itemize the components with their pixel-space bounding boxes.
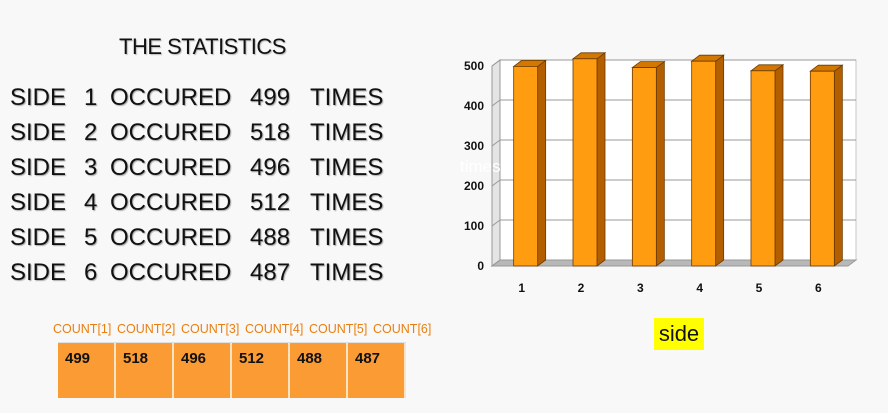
count-cell: 518 bbox=[116, 343, 174, 398]
bar-side bbox=[655, 60, 665, 267]
grid-line bbox=[491, 99, 501, 107]
bar bbox=[809, 70, 835, 267]
times-word: TIMES bbox=[310, 259, 384, 286]
y-tick-label: 0 bbox=[477, 259, 484, 273]
x-tick-label: 3 bbox=[637, 281, 644, 295]
count-header: COUNT[5] bbox=[309, 322, 368, 336]
occurrence-count: 512 bbox=[250, 189, 291, 216]
occurrence-count: 487 bbox=[250, 259, 291, 286]
count-header: COUNT[1] bbox=[53, 322, 112, 336]
y-tick-label: 300 bbox=[464, 139, 484, 153]
y-tick-label: 500 bbox=[464, 59, 484, 73]
occured-word: OCCURED bbox=[110, 119, 232, 146]
occurrence-count: 499 bbox=[250, 84, 291, 111]
side-word: SIDE bbox=[10, 154, 67, 181]
count-header: COUNT[4] bbox=[245, 322, 304, 336]
y-axis-label: times bbox=[460, 157, 501, 176]
grid-line bbox=[491, 259, 501, 267]
x-axis-label: side bbox=[654, 318, 704, 350]
x-tick-label: 5 bbox=[756, 281, 763, 295]
bar-side bbox=[833, 64, 843, 267]
bar-side bbox=[537, 59, 547, 267]
y-tick-label: 200 bbox=[464, 179, 484, 193]
side-word: SIDE bbox=[10, 119, 67, 146]
bar bbox=[750, 70, 776, 267]
side-word: SIDE bbox=[10, 224, 67, 251]
count-header: COUNT[6] bbox=[373, 322, 432, 336]
x-tick-label: 6 bbox=[815, 281, 822, 295]
side-number: 6 bbox=[84, 259, 98, 286]
bar-chart: 0 100 200 300 400 500 1 2 3 4 5 6 times bbox=[460, 52, 858, 295]
occured-word: OCCURED bbox=[110, 189, 232, 216]
count-header: COUNT[3] bbox=[181, 322, 240, 336]
bar bbox=[572, 58, 598, 267]
occurrence-count: 488 bbox=[250, 224, 291, 251]
count-cell: 499 bbox=[58, 343, 116, 398]
side-number: 5 bbox=[84, 224, 98, 251]
count-cell: 512 bbox=[232, 343, 290, 398]
occurrence-count: 496 bbox=[250, 154, 291, 181]
side-word: SIDE bbox=[10, 84, 67, 111]
x-tick-label: 2 bbox=[578, 281, 585, 295]
count-cell: 488 bbox=[290, 343, 348, 398]
bar-side bbox=[596, 52, 606, 267]
y-tick-label: 100 bbox=[464, 219, 484, 233]
occurrence-count: 518 bbox=[250, 119, 291, 146]
times-word: TIMES bbox=[310, 224, 384, 251]
grid-line bbox=[491, 139, 501, 147]
count-cell: 496 bbox=[174, 343, 232, 398]
chart-floor bbox=[490, 259, 858, 267]
side-word: SIDE bbox=[10, 189, 67, 216]
occured-word: OCCURED bbox=[110, 84, 232, 111]
occured-word: OCCURED bbox=[110, 259, 232, 286]
count-header: COUNT[2] bbox=[117, 322, 176, 336]
side-number: 2 bbox=[84, 119, 98, 146]
x-tick-label: 4 bbox=[696, 281, 703, 295]
bar-side bbox=[774, 63, 784, 267]
side-word: SIDE bbox=[10, 259, 67, 286]
occured-word: OCCURED bbox=[110, 154, 232, 181]
page-title: THE STATISTICS bbox=[119, 34, 286, 59]
side-number: 4 bbox=[84, 189, 98, 216]
times-word: TIMES bbox=[310, 189, 384, 216]
occured-word: OCCURED bbox=[110, 224, 232, 251]
side-number: 3 bbox=[84, 154, 98, 181]
bar bbox=[631, 67, 657, 267]
times-word: TIMES bbox=[310, 154, 384, 181]
count-array: 499 518 496 512 488 487 bbox=[58, 342, 406, 398]
grid-line bbox=[491, 219, 501, 227]
bar-side bbox=[715, 54, 725, 267]
grid-line bbox=[491, 59, 501, 67]
count-cell: 487 bbox=[348, 343, 406, 398]
y-tick-label: 400 bbox=[464, 99, 484, 113]
times-word: TIMES bbox=[310, 84, 384, 111]
bar bbox=[513, 65, 539, 267]
chart-back-wall bbox=[499, 59, 857, 261]
grid-line bbox=[491, 179, 501, 187]
side-number: 1 bbox=[84, 84, 98, 111]
bar bbox=[691, 60, 717, 267]
times-word: TIMES bbox=[310, 119, 384, 146]
x-tick-label: 1 bbox=[518, 281, 525, 295]
